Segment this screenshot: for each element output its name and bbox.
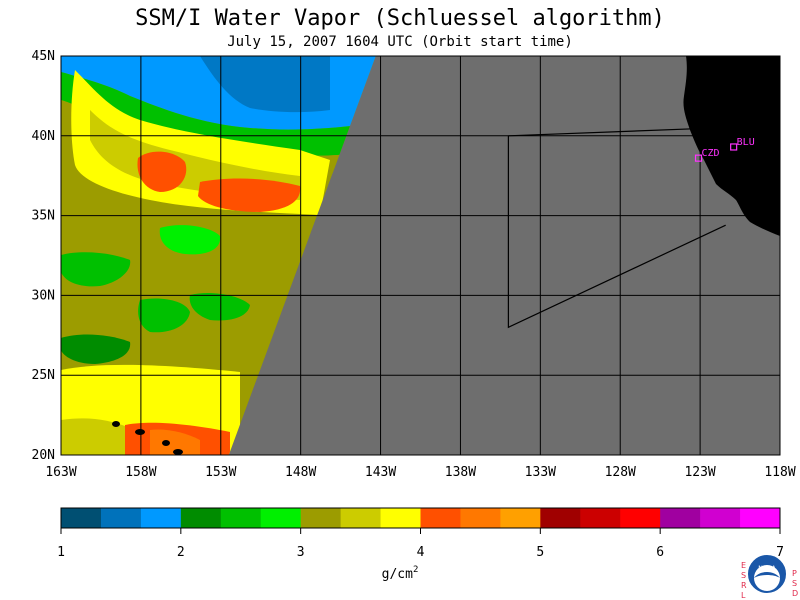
lat-tick-label: 20N (32, 448, 55, 463)
logo-letter-e: E (741, 561, 746, 570)
colorbar-tick-label: 7 (776, 545, 784, 560)
colorbar-swatch (340, 508, 382, 528)
colorbar-tick-label: 3 (297, 545, 305, 560)
colorbar-swatch (620, 508, 661, 528)
map-subtitle: July 15, 2007 1604 UTC (Orbit start time… (227, 34, 573, 50)
lat-axis-labels: 45N 40N 35N 30N 25N 20N (32, 49, 55, 463)
colorbar-swatch (61, 508, 102, 528)
flight-track (507, 127, 726, 329)
colorbar-ticks: 1 2 3 4 5 6 7 (57, 528, 784, 560)
map-title: SSM/I Water Vapor (Schluessel algorithm) (135, 6, 665, 31)
lon-tick-label: 123W (684, 465, 715, 480)
logo-letter-r: R (741, 581, 747, 590)
logo-letter-l: L (741, 591, 746, 600)
colorbar-swatch (540, 508, 581, 528)
lon-tick-label: 158W (125, 465, 156, 480)
colorbar-swatch (140, 508, 182, 528)
lat-tick-label: 25N (32, 368, 55, 383)
noaa-logo-bird (754, 572, 780, 578)
colorbar-swatch (260, 508, 302, 528)
logo-letter-s2: S (792, 579, 797, 588)
colorbar (60, 507, 781, 529)
colorbar-swatch (180, 508, 222, 528)
colorbar-swatch (380, 508, 421, 528)
colorbar-swatch (580, 508, 621, 528)
logo-letter-d: D (792, 589, 798, 598)
lat-tick-label: 30N (32, 288, 55, 303)
plot-frame (60, 55, 781, 456)
track-connector (508, 127, 720, 137)
land-mass (683, 56, 780, 236)
colorbar-swatch (100, 508, 142, 528)
colorbar-unit: g/cm2 (382, 565, 419, 582)
station-label: BLU (737, 137, 755, 148)
noaa-logo-inner (754, 565, 780, 591)
station-marker (730, 143, 738, 151)
station-label: CZD (702, 148, 720, 159)
colorbar-swatch (460, 508, 501, 528)
lat-tick-label: 40N (32, 129, 55, 144)
lon-axis-labels: 163W 158W 153W 148W 143W 138W 133W 128W 123W 118W (45, 465, 795, 480)
lon-tick-label: 143W (365, 465, 396, 480)
track-line (507, 135, 726, 329)
colorbar-tick-label: 1 (57, 545, 65, 560)
colorbar-tick-label: 4 (417, 545, 425, 560)
lat-tick-label: 35N (32, 209, 55, 224)
logo-letter-s1: S (741, 571, 746, 580)
stations: CZD BLU (694, 137, 755, 162)
lon-tick-label: 163W (45, 465, 76, 480)
station-marker (694, 154, 703, 162)
colorbar-tick-label: 6 (656, 545, 664, 560)
lon-tick-label: 138W (445, 465, 476, 480)
colorbar-swatch (500, 508, 541, 528)
lon-tick-label: 153W (205, 465, 236, 480)
colorbar-tick-label: 5 (536, 545, 544, 560)
colorbar-swatch (660, 508, 701, 528)
colorbar-tick-label: 2 (177, 545, 185, 560)
logo-letter-p: P (792, 569, 797, 578)
colorbar-swatch (300, 508, 342, 528)
colorbar-swatch (420, 508, 461, 528)
lon-tick-label: 148W (285, 465, 316, 480)
lon-tick-label: 118W (764, 465, 795, 480)
lat-tick-label: 45N (32, 49, 55, 64)
noaa-logo-text: NOAA (758, 565, 776, 572)
colorbar-swatch (740, 508, 781, 528)
lon-tick-label: 133W (525, 465, 556, 480)
colorbar-swatch (220, 508, 262, 528)
noaa-logo: NOAA E S R L P S D (741, 553, 798, 600)
lon-tick-label: 128W (605, 465, 636, 480)
colorbar-swatch (700, 508, 741, 528)
